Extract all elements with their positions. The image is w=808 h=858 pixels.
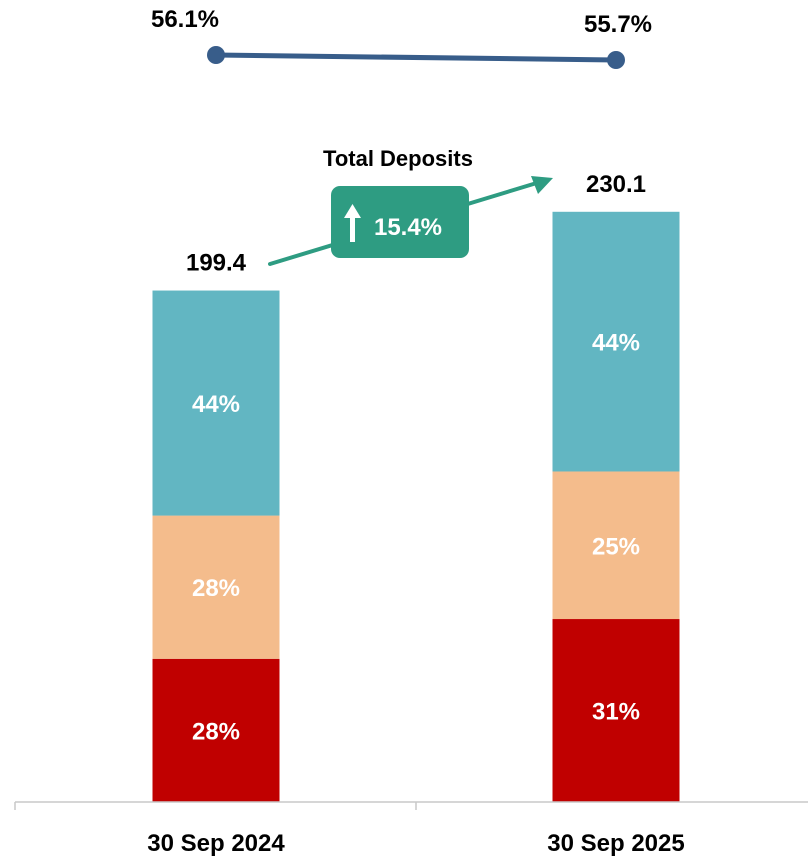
bar-total-label: 199.4 (186, 250, 247, 277)
up-arrow-icon (344, 204, 361, 242)
bar-segment-bottom (552, 619, 680, 802)
bar-segment-middle (552, 471, 680, 620)
ratio-label: 55.7% (584, 11, 652, 38)
ratio-point (607, 51, 625, 69)
bar-segment-label: 44% (192, 391, 240, 418)
ratio-line (215, 52, 617, 63)
growth-badge (331, 186, 469, 258)
bar-segment-label: 31% (592, 699, 640, 726)
ratio-point (207, 46, 225, 64)
x-tick-label: 30 Sep 2025 (547, 830, 684, 857)
bar-segment-top (152, 290, 280, 516)
growth-arrowhead (531, 176, 553, 194)
bar-segment-bottom (152, 658, 280, 802)
ratio-label: 56.1% (151, 6, 219, 33)
bar-segment-label: 28% (192, 718, 240, 745)
growth-label: 15.4% (374, 214, 442, 241)
bar-segment-label: 25% (592, 533, 640, 560)
bar-segment-middle (152, 515, 280, 659)
chart-title: Total Deposits (323, 146, 473, 171)
bar-segment-label: 28% (192, 575, 240, 602)
bar-segment-label: 44% (592, 330, 640, 357)
x-tick-label: 30 Sep 2024 (147, 830, 285, 857)
bar-segment-top (552, 211, 680, 472)
bar-total-label: 230.1 (586, 171, 646, 198)
